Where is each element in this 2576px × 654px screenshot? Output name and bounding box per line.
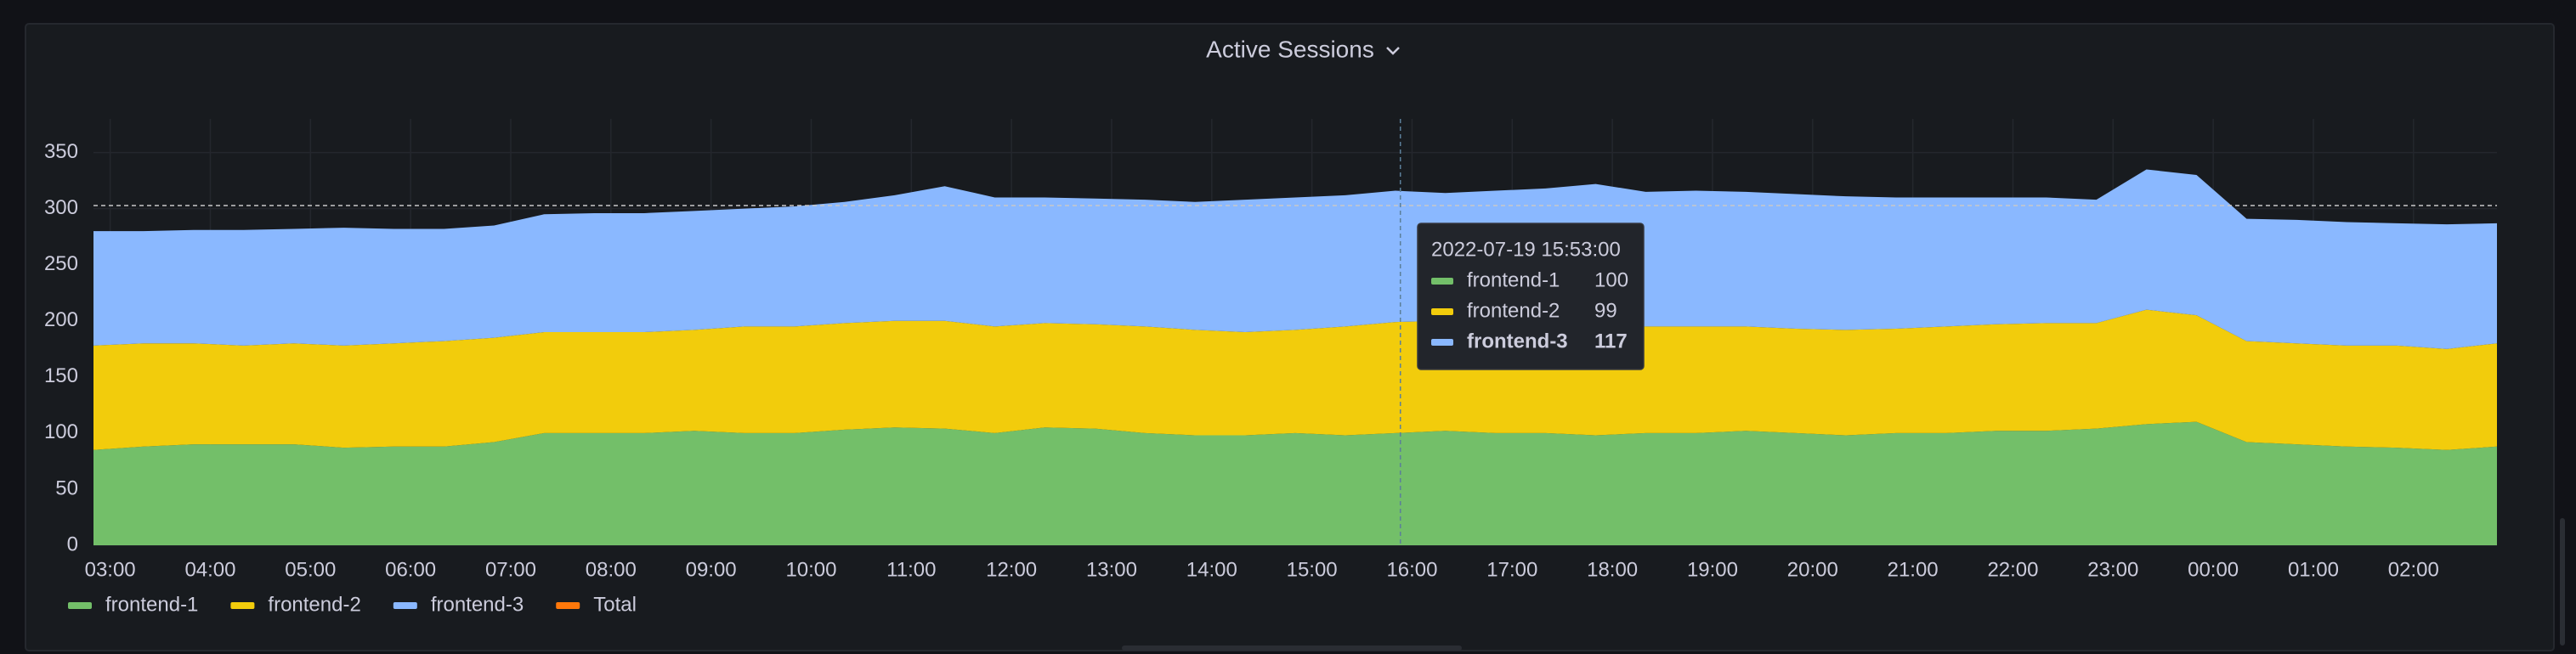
x-tick-label: 23:00 <box>2087 558 2138 581</box>
x-tick-label: 09:00 <box>686 558 737 581</box>
tooltip-swatch <box>1431 339 1453 346</box>
y-tick-label: 150 <box>44 364 78 387</box>
legend-label[interactable]: frontend-2 <box>268 593 360 616</box>
x-tick-label: 18:00 <box>1587 558 1638 581</box>
legend-swatch <box>556 602 580 609</box>
x-tick-label: 07:00 <box>485 558 536 581</box>
area <box>93 421 2497 545</box>
area <box>93 169 2497 349</box>
tooltip-swatch <box>1431 278 1453 285</box>
x-tick-label: 12:00 <box>986 558 1037 581</box>
title-chevron[interactable] <box>1386 47 1400 55</box>
y-tick-label: 250 <box>44 252 78 275</box>
tooltip-name: frontend-2 <box>1467 299 1560 322</box>
x-tick-label: 15:00 <box>1287 558 1338 581</box>
scrollbar[interactable] <box>1122 646 1462 651</box>
panel-title[interactable]: Active Sessions <box>1206 36 1374 62</box>
x-tick-label: 20:00 <box>1787 558 1838 581</box>
x-tick-label: 13:00 <box>1086 558 1137 581</box>
legend-swatch <box>393 602 417 609</box>
legend-swatch <box>230 602 255 609</box>
x-tick-label: 11:00 <box>886 558 936 581</box>
x-tick-label: 02:00 <box>2388 558 2439 581</box>
tooltip-value: 99 <box>1594 299 1617 322</box>
x-tick-label: 08:00 <box>586 558 637 581</box>
tooltip-value: 100 <box>1594 268 1628 291</box>
plot: 0 50 100 150 200 250 300 350 03:00 04:00 05:00 06:0… <box>44 119 2497 616</box>
x-tick-label: 00:00 <box>2188 558 2239 581</box>
tooltip-swatch <box>1431 308 1453 315</box>
x-tick-label: 10:00 <box>785 558 836 581</box>
x-tick-label: 05:00 <box>285 558 336 581</box>
y-tick-label: 200 <box>44 308 78 331</box>
tooltip-box <box>1417 223 1645 370</box>
legend-label[interactable]: frontend-1 <box>105 593 198 616</box>
legend-swatch <box>68 602 92 609</box>
x-tick-label: 22:00 <box>1987 558 2038 581</box>
y-tick-label: 0 <box>67 533 78 555</box>
x-tick-label: 16:00 <box>1386 558 1437 581</box>
x-tick-label: 21:00 <box>1888 558 1939 581</box>
tooltip: 2022-07-19 15:53:00 frontend-1 100 frontend… <box>1417 223 1645 370</box>
legend-label[interactable]: frontend-3 <box>431 593 524 616</box>
y-tick-label: 100 <box>44 420 78 443</box>
area <box>93 309 2497 450</box>
tooltip-time: 2022-07-19 15:53:00 <box>1431 238 1621 261</box>
x-tick-label: 14:00 <box>1186 558 1237 581</box>
x-tick-label: 19:00 <box>1687 558 1738 581</box>
x-tick-label: 03:00 <box>85 558 136 581</box>
scrollbar[interactable] <box>2560 518 2565 646</box>
x-tick-label: 04:00 <box>184 558 235 581</box>
y-tick-label: 350 <box>44 140 78 163</box>
legend-label[interactable]: Total <box>593 593 637 616</box>
x-tick-label: 17:00 <box>1486 558 1537 581</box>
tooltip-name: frontend-1 <box>1467 268 1560 291</box>
x-tick-label: 01:00 <box>2288 558 2339 581</box>
tooltip-value: 117 <box>1594 330 1628 352</box>
y-tick-label: 50 <box>55 476 78 499</box>
x-tick-label: 06:00 <box>385 558 436 581</box>
y-tick-label: 300 <box>44 196 78 219</box>
tooltip-name: frontend-3 <box>1467 330 1568 352</box>
